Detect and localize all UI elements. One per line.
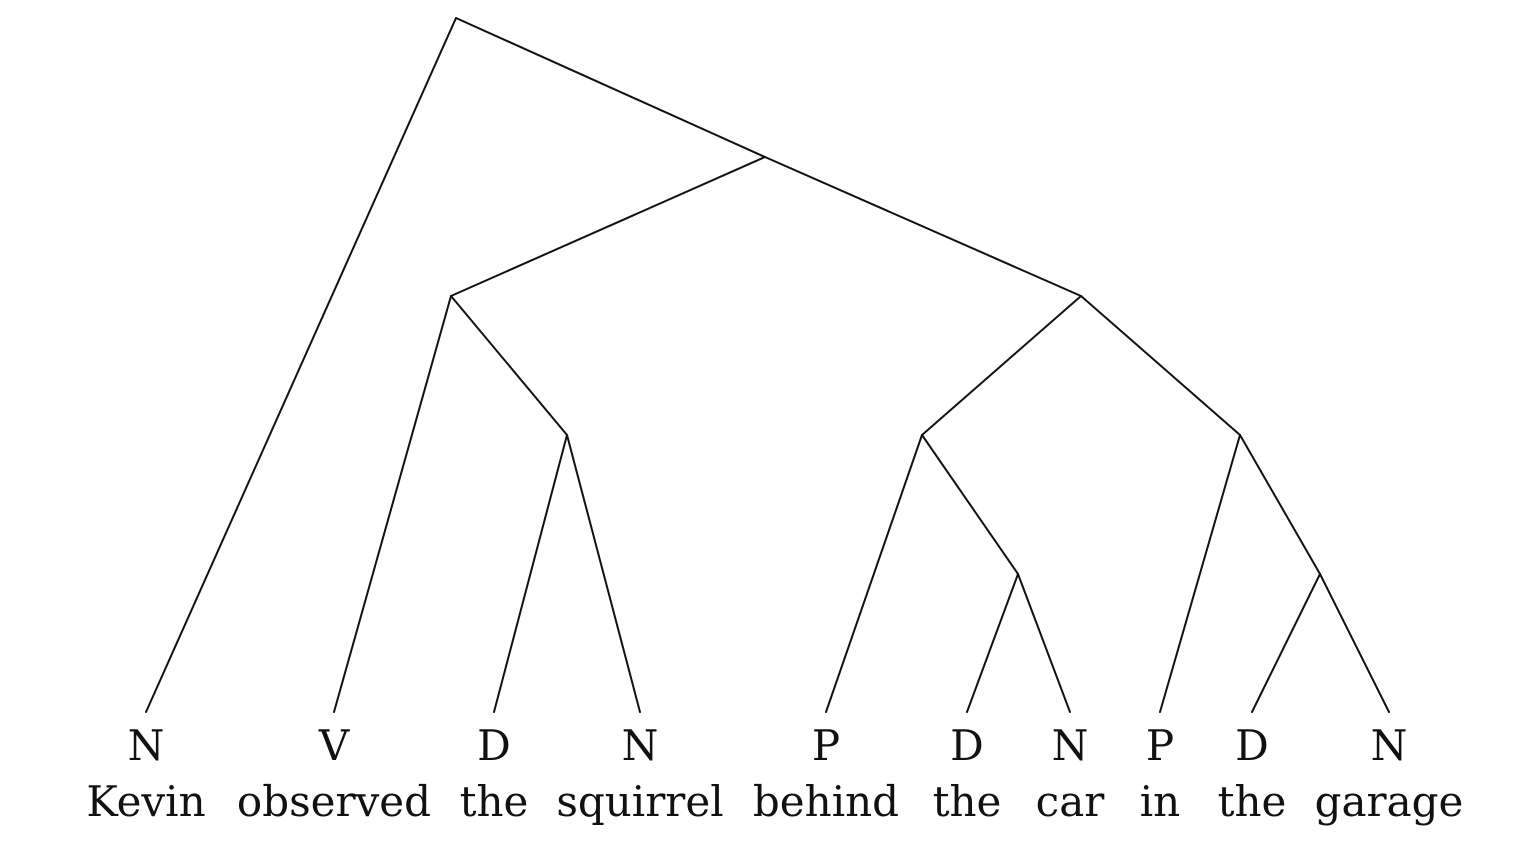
word-label: behind bbox=[753, 777, 899, 826]
tag-label: P bbox=[812, 721, 840, 770]
leaf-0: N Kevin bbox=[86, 721, 205, 826]
leaf-2: D the bbox=[460, 721, 529, 826]
word-label: the bbox=[1218, 777, 1287, 826]
tree-edge-9 bbox=[825, 434, 923, 713]
tag-label: D bbox=[950, 721, 984, 770]
tree-edge-10 bbox=[921, 434, 1019, 575]
tag-label: N bbox=[1052, 721, 1089, 770]
word-label: the bbox=[460, 777, 529, 826]
word-label: in bbox=[1140, 777, 1180, 826]
leaf-4: P behind bbox=[753, 721, 899, 826]
tag-label: P bbox=[1146, 721, 1174, 770]
tag-label: D bbox=[1235, 721, 1269, 770]
word-label: garage bbox=[1315, 777, 1464, 826]
leaf-5: D the bbox=[933, 721, 1002, 826]
tag-label: D bbox=[477, 721, 511, 770]
tree-edge-4 bbox=[450, 295, 568, 436]
word-label: car bbox=[1036, 777, 1106, 826]
leaf-9: N garage bbox=[1315, 721, 1464, 826]
tree-edge-14 bbox=[1159, 434, 1241, 713]
tree-edge-11 bbox=[966, 573, 1019, 713]
tag-label: N bbox=[622, 721, 659, 770]
tag-label: N bbox=[1371, 721, 1408, 770]
tree-edge-8 bbox=[921, 295, 1082, 436]
word-label: observed bbox=[237, 777, 431, 826]
tag-label: N bbox=[128, 721, 165, 770]
tree-edge-7 bbox=[764, 156, 1082, 297]
tree-edge-1 bbox=[455, 17, 766, 158]
leaf-7: P in bbox=[1140, 721, 1180, 826]
leaf-8: D the bbox=[1218, 721, 1287, 826]
tree-edge-3 bbox=[333, 295, 452, 713]
word-label: squirrel bbox=[556, 777, 723, 826]
tag-label: V bbox=[318, 721, 350, 770]
tree-edge-17 bbox=[1319, 573, 1390, 713]
tree-edge-13 bbox=[1080, 295, 1241, 436]
tree-edge-5 bbox=[493, 434, 568, 713]
word-label: Kevin bbox=[86, 777, 205, 826]
tree-edge-6 bbox=[566, 434, 641, 713]
tree-edge-0 bbox=[145, 17, 457, 713]
leaf-6: N car bbox=[1036, 721, 1106, 826]
leaf-1: V observed bbox=[237, 721, 431, 826]
leaf-3: N squirrel bbox=[556, 721, 723, 826]
tree-edge-15 bbox=[1239, 434, 1321, 575]
tree-edge-16 bbox=[1251, 573, 1321, 713]
tree-edges bbox=[145, 17, 1390, 713]
tree-edge-2 bbox=[450, 156, 766, 297]
word-label: the bbox=[933, 777, 1002, 826]
tree-edge-12 bbox=[1017, 573, 1071, 713]
